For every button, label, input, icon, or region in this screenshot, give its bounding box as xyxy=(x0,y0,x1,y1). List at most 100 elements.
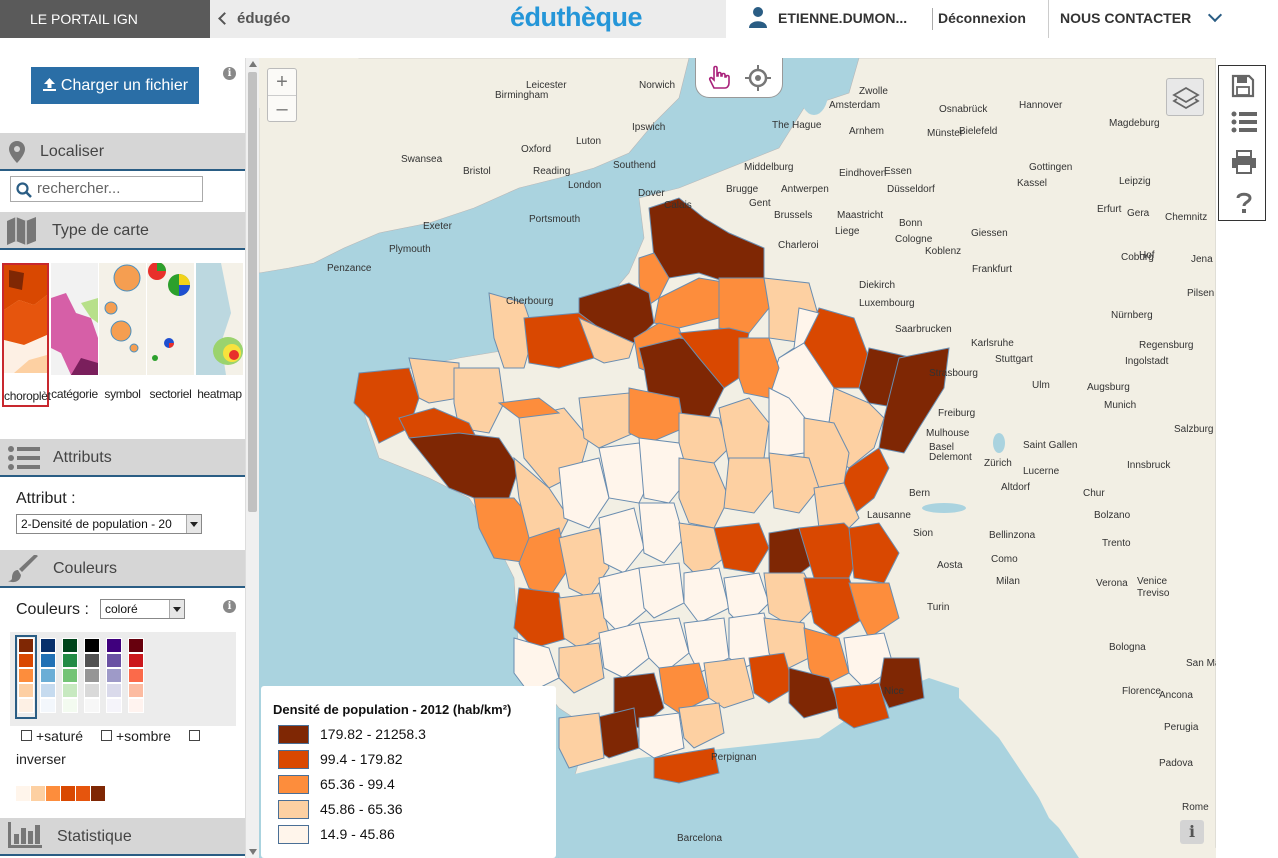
legend-label: 65.36 - 99.4 xyxy=(320,776,395,792)
map-type-pie[interactable]: sectoriel xyxy=(147,263,194,411)
brush-icon xyxy=(8,555,38,583)
save-icon[interactable] xyxy=(1231,74,1255,98)
city-label: Reading xyxy=(533,166,571,177)
city-label: Münster xyxy=(927,128,964,139)
layers-button[interactable] xyxy=(1166,78,1204,116)
city-label: Portsmouth xyxy=(529,214,581,225)
city-label: Rome xyxy=(1182,802,1209,813)
search-placeholder: rechercher... xyxy=(37,180,121,197)
palette-swatch xyxy=(40,698,56,713)
legend-swatch xyxy=(278,775,309,794)
scroll-down-icon[interactable] xyxy=(249,849,257,855)
upload-label: Charger un fichier xyxy=(60,77,189,94)
city-label: Delemont xyxy=(929,452,972,463)
list-icon[interactable] xyxy=(1231,110,1257,134)
palette-swatch xyxy=(128,683,144,698)
city-label: Brugge xyxy=(726,184,759,195)
palette-swatch xyxy=(106,683,122,698)
city-label: Perpignan xyxy=(711,752,757,763)
attribute-select[interactable]: 2-Densité de population - 20 xyxy=(16,514,202,534)
ramp-swatch xyxy=(61,786,75,801)
map-type-choropleth[interactable]: choroplèt xyxy=(2,263,51,407)
city-label: Munich xyxy=(1104,400,1137,411)
scroll-up-icon[interactable] xyxy=(249,61,257,67)
city-label: Penzance xyxy=(327,263,372,274)
search-input[interactable]: rechercher... xyxy=(10,176,203,202)
city-label: Perugia xyxy=(1164,722,1199,733)
legend-label: 99.4 - 179.82 xyxy=(320,751,403,767)
section-colors[interactable]: Couleurs xyxy=(0,550,245,588)
scrollbar-thumb[interactable] xyxy=(248,72,257,512)
city-label: Koblenz xyxy=(925,246,962,257)
city-label: Zwolle xyxy=(859,86,888,97)
map-type-category[interactable]: catégorie xyxy=(51,263,98,411)
city-label: Trento xyxy=(1102,538,1131,549)
palette-swatch xyxy=(62,668,78,683)
city-label: Liege xyxy=(835,226,860,237)
city-label: Exeter xyxy=(423,221,452,232)
crosshair-icon[interactable] xyxy=(744,64,772,92)
help-icon[interactable] xyxy=(1234,190,1254,214)
city-label: Ulm xyxy=(1032,380,1050,391)
print-icon[interactable] xyxy=(1231,150,1257,174)
city-label: Luxembourg xyxy=(859,298,915,309)
divider xyxy=(1048,0,1049,38)
colors-select[interactable]: coloré xyxy=(100,599,185,619)
dark-checkbox[interactable] xyxy=(101,730,112,741)
palette-swatch xyxy=(40,653,56,668)
city-label: Chur xyxy=(1083,488,1105,499)
city-label: Brussels xyxy=(774,210,813,221)
palette-swatch xyxy=(62,653,78,668)
city-label: Amsterdam xyxy=(829,100,881,111)
invert-label: inverser xyxy=(16,751,66,767)
zoom-out-button[interactable]: – xyxy=(268,95,296,121)
sidebar-scrollbar[interactable] xyxy=(245,58,259,858)
palette-option[interactable] xyxy=(15,635,37,719)
base-map xyxy=(259,58,1216,858)
ramp-swatch xyxy=(16,786,30,801)
zoom-in-button[interactable]: + xyxy=(276,71,288,93)
chevron-down-icon xyxy=(169,600,184,618)
upload-file-button[interactable]: Charger un fichier xyxy=(31,67,199,104)
attribute-select-value: 2-Densité de population - 20 xyxy=(21,517,172,531)
legend-title: Densité de population - 2012 (hab/km²) xyxy=(273,702,512,717)
back-link-label: édugéo xyxy=(237,10,291,27)
city-label: Sion xyxy=(913,528,934,539)
legend-label: 14.9 - 45.86 xyxy=(320,826,395,842)
city-label: Salzburg xyxy=(1174,424,1214,435)
palette-option[interactable] xyxy=(84,638,100,716)
logo[interactable]: éduthèque xyxy=(510,2,643,32)
section-map-type[interactable]: Type de carte xyxy=(0,212,245,250)
palette-option[interactable] xyxy=(40,638,56,716)
section-localiser[interactable]: Localiser xyxy=(0,133,245,171)
back-link[interactable]: édugéo xyxy=(218,0,291,38)
map-type-heatmap[interactable]: heatmap xyxy=(196,263,243,411)
section-attributes[interactable]: Attributs xyxy=(0,439,245,477)
palette-swatch xyxy=(18,683,34,698)
city-label: Giessen xyxy=(971,228,1008,239)
info-icon[interactable]: i xyxy=(223,67,236,80)
hand-pointer-icon[interactable] xyxy=(704,64,732,92)
username[interactable]: ETIENNE.DUMON... xyxy=(778,10,908,26)
city-label: Essen xyxy=(884,166,912,177)
logout-link[interactable]: Déconnexion xyxy=(938,10,1026,26)
palette-option[interactable] xyxy=(106,638,122,716)
saturated-checkbox[interactable] xyxy=(21,730,32,741)
info-icon[interactable]: i xyxy=(223,600,236,613)
map-type-label: heatmap xyxy=(197,387,242,401)
map-type-symbol[interactable]: symbol xyxy=(99,263,146,411)
city-label: London xyxy=(568,180,602,191)
palette-swatch xyxy=(40,683,56,698)
section-statistics[interactable]: Statistique xyxy=(0,818,245,856)
palette-option[interactable] xyxy=(62,638,78,716)
legend-label: 179.82 - 21258.3 xyxy=(320,726,426,742)
city-label: Plymouth xyxy=(389,244,431,255)
contact-menu[interactable]: NOUS CONTACTER xyxy=(1060,10,1192,26)
info-button[interactable]: i xyxy=(1180,820,1204,844)
portail-ign-link[interactable]: LE PORTAIL IGN xyxy=(0,0,210,38)
map-canvas[interactable]: Leicester Norwich Birmingham Luton Ipswich Ox… xyxy=(259,58,1216,858)
map-icon xyxy=(7,217,36,245)
invert-checkbox[interactable] xyxy=(189,730,200,741)
palette-option[interactable] xyxy=(128,638,144,716)
palette-swatch xyxy=(18,668,34,683)
